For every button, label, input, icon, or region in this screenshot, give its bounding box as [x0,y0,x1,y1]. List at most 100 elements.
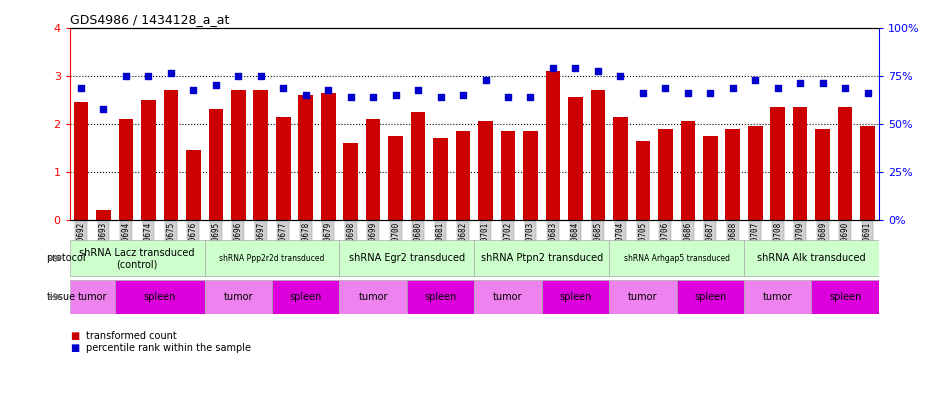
Text: tumor: tumor [628,292,658,302]
Bar [744,241,879,276]
Text: tumor: tumor [493,292,523,302]
Bar [568,97,583,220]
Text: ■: ■ [70,343,79,353]
Text: shRNA Ptpn2 transduced: shRNA Ptpn2 transduced [481,253,603,263]
Point [208,82,223,88]
Bar [205,280,272,314]
Bar [339,241,474,276]
Bar [231,90,246,220]
Point [546,65,561,72]
Point [253,72,268,79]
Bar [70,241,205,276]
Text: tumor: tumor [763,292,792,302]
Bar [339,280,406,314]
Text: spleen: spleen [829,292,861,302]
Point [73,84,88,91]
Point [591,68,605,74]
Bar [725,129,740,220]
Point [658,84,672,91]
Bar [703,136,718,220]
Text: tumor: tumor [223,292,253,302]
Point [299,92,313,98]
Point [456,92,471,98]
Point [635,89,650,95]
Text: spleen: spleen [694,292,726,302]
Point [365,94,380,101]
Bar [186,150,201,220]
Bar [635,141,650,220]
Text: ■: ■ [70,331,79,341]
Text: tumor: tumor [358,292,388,302]
Bar [793,107,807,220]
Bar [676,280,744,314]
Text: shRNA Egr2 transduced: shRNA Egr2 transduced [349,253,465,263]
Text: shRNA Ppp2r2d transduced: shRNA Ppp2r2d transduced [219,254,325,263]
Text: spleen: spleen [424,292,457,302]
Point [343,94,358,101]
Bar [609,280,676,314]
Point [276,84,291,91]
Bar [609,241,744,276]
Bar [748,126,763,220]
Bar [321,92,336,220]
Bar [456,131,471,220]
Text: shRNA Arhgap5 transduced: shRNA Arhgap5 transduced [624,254,729,263]
Bar [119,119,133,220]
Text: spleen: spleen [289,292,322,302]
Bar [365,119,380,220]
Bar [770,107,785,220]
Bar [73,102,88,220]
Bar [816,129,830,220]
Bar [208,109,223,220]
Point [118,72,133,79]
Point [681,89,696,95]
Text: shRNA Alk transduced: shRNA Alk transduced [757,253,866,263]
Text: shRNA Lacz transduced
(control): shRNA Lacz transduced (control) [79,248,195,269]
Bar [272,280,339,314]
Bar [164,90,179,220]
Bar [860,126,875,220]
Bar [478,121,493,220]
Point [748,77,763,84]
Bar [343,143,358,220]
Bar [406,280,474,314]
Bar [433,138,448,220]
Point [838,84,853,91]
Bar [389,136,403,220]
Point [725,84,740,91]
Text: tumor: tumor [77,292,107,302]
Bar [411,112,425,220]
Bar [591,90,605,220]
Bar [141,100,155,220]
Point [613,72,628,79]
Point [500,94,515,101]
Bar [613,117,628,220]
Bar [541,280,609,314]
Text: tissue: tissue [46,292,75,302]
Point [231,72,246,79]
Bar [96,211,111,220]
Point [478,77,493,84]
Bar [70,280,114,314]
Point [816,80,830,86]
Point [568,65,583,72]
Point [141,72,156,79]
Bar [299,95,313,220]
Bar [744,280,811,314]
Bar [811,280,879,314]
Bar [254,90,268,220]
Bar [205,241,339,276]
Point [164,70,179,76]
Point [186,87,201,93]
Text: percentile rank within the sample: percentile rank within the sample [86,343,250,353]
Text: GDS4986 / 1434128_a_at: GDS4986 / 1434128_a_at [70,13,229,26]
Point [96,106,111,112]
Bar [500,131,515,220]
Point [860,89,875,95]
Bar [524,131,538,220]
Bar [658,129,672,220]
Bar [681,121,695,220]
Point [523,94,538,101]
Bar [276,117,290,220]
Bar [474,280,541,314]
